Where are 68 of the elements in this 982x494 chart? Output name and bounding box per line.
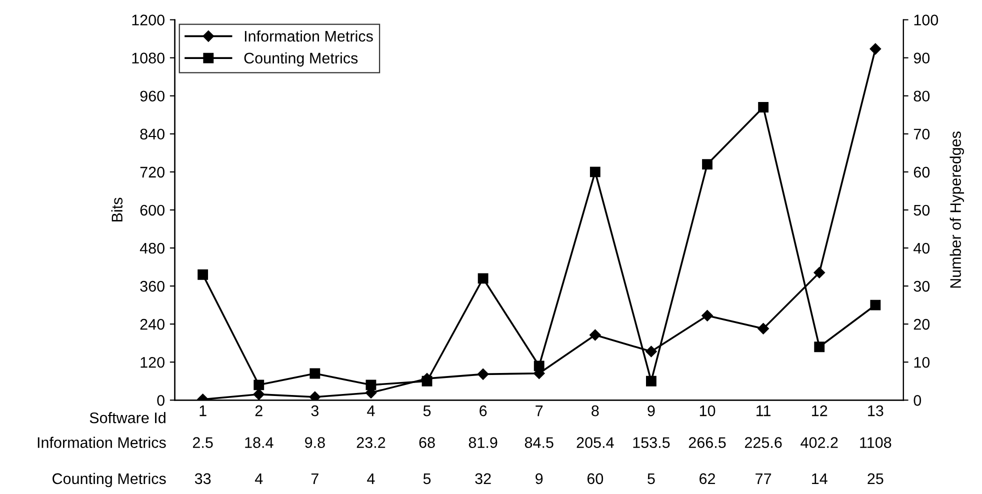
data-label: 14 (812, 473, 828, 484)
data-label: 62 (700, 473, 715, 484)
y-axis-title: Bits (111, 198, 123, 222)
x-tick-label: 4 (367, 406, 375, 416)
text: Information Metrics (38, 436, 166, 448)
data-label: 60 (587, 473, 604, 484)
data-label: 4 (254, 473, 263, 484)
x-tick-label: 12 (812, 405, 828, 416)
data-label: 18.4 (245, 437, 274, 448)
x-tick-label: 7 (536, 406, 543, 416)
legend-label: Counting Metrics (244, 52, 358, 67)
y2-axis-title: Number of Hyperedges (950, 132, 964, 288)
y-tick-label: 960 (140, 90, 164, 102)
y2-tick-label: 90 (914, 52, 930, 64)
data-label: 225.6 (744, 437, 782, 448)
y2-tick-label: 100 (914, 14, 938, 26)
y-tick-label: 1200 (132, 14, 164, 26)
data-label: 68 (419, 437, 435, 448)
x-tick-label: 13 (868, 405, 884, 416)
x-tick-label: 8 (592, 405, 599, 416)
y-tick-label: 840 (140, 128, 164, 140)
data-label: 266.5 (688, 437, 726, 448)
y-tick-label: 1080 (132, 52, 164, 64)
data-label: 84.5 (524, 437, 554, 448)
data-label: 7 (311, 473, 318, 484)
data-label: 77 (756, 473, 772, 484)
x-tick-label: 2 (255, 405, 262, 416)
data-label: 5 (423, 473, 431, 484)
x-tick-label: 3 (311, 405, 318, 416)
y2-tick-label: 30 (914, 280, 930, 292)
y2-tick-label: 10 (914, 356, 930, 368)
y-tick-label: 480 (140, 242, 164, 254)
y-tick-label: 720 (140, 166, 164, 178)
y2-tick-label: 70 (914, 128, 930, 140)
y-tick-label: 360 (140, 280, 164, 292)
x-tick-label: 10 (700, 405, 716, 416)
data-label: 23.2 (356, 437, 386, 448)
y2-tick-label: 50 (914, 204, 930, 216)
y2-tick-label: 0 (914, 395, 922, 406)
data-label: 9 (536, 473, 543, 484)
data-label: 402.2 (800, 437, 838, 448)
y2-tick-label: 40 (914, 242, 930, 254)
data-label: 5 (648, 473, 655, 484)
data-label: 33 (194, 473, 211, 484)
legend-label: Information Metrics (244, 30, 373, 42)
data-label: 153.5 (633, 437, 670, 448)
y2-tick-label: 80 (914, 90, 930, 102)
data-label: 25 (868, 473, 884, 484)
x-tick-label: 11 (756, 406, 771, 416)
x-axis-title: Software Id (90, 412, 166, 424)
x-tick-label: 6 (480, 405, 487, 416)
y-tick-label: 0 (157, 395, 164, 406)
y-tick-label: 120 (140, 356, 164, 368)
x-tick-label: 1 (200, 406, 206, 416)
data-label: 1108 (860, 437, 892, 448)
y2-tick-label: 20 (914, 318, 930, 330)
data-label: 81.9 (468, 437, 498, 448)
text: Counting Metrics (52, 472, 166, 488)
x-tick-label: 5 (423, 406, 431, 416)
data-label: 205.4 (576, 437, 614, 448)
data-label: 4 (367, 473, 375, 484)
y-tick-label: 600 (140, 204, 164, 216)
data-label: 32 (475, 473, 491, 484)
y2-tick-label: 60 (914, 166, 930, 178)
data-label: 2.5 (192, 437, 213, 448)
data-label: 9.8 (305, 437, 325, 448)
y-tick-label: 240 (140, 318, 164, 330)
x-tick-label: 9 (648, 405, 655, 416)
